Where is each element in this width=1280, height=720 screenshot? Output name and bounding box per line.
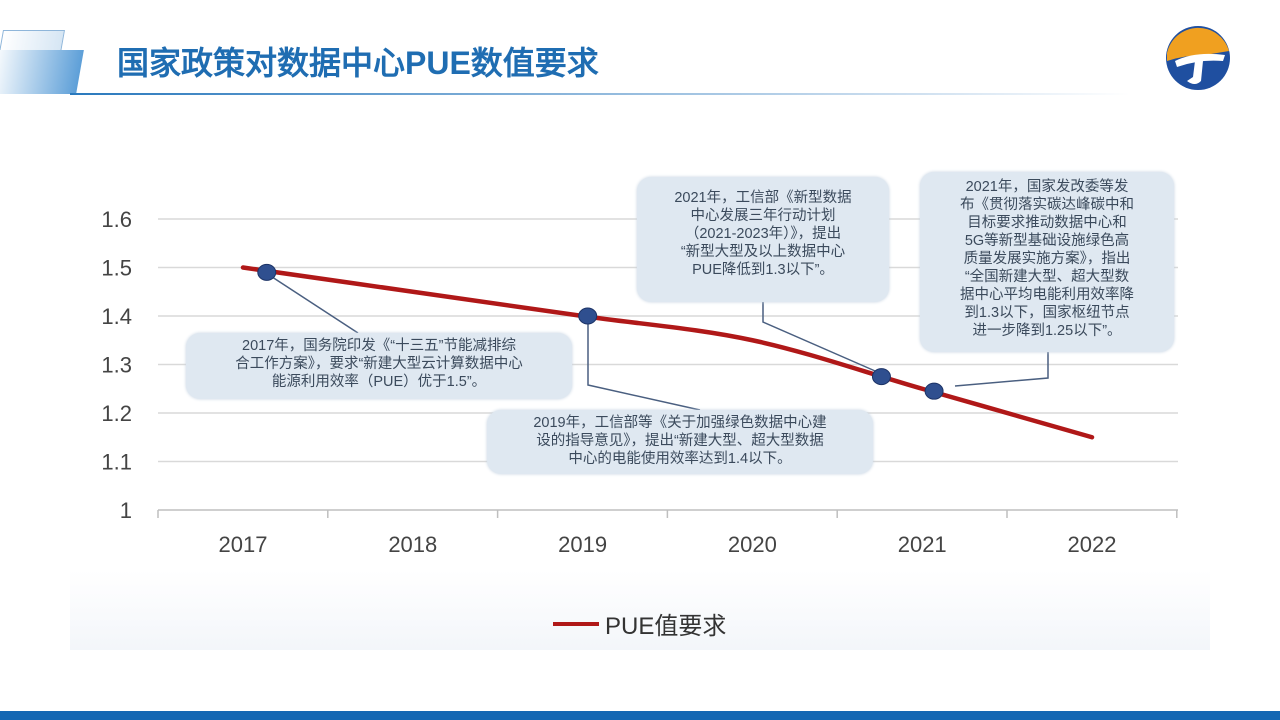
y-tick-label: 1.4	[101, 304, 132, 329]
annotation-line: 中心的电能使用效率达到1.4以下。	[568, 451, 792, 467]
annotation-line: “新型大型及以上数据中心	[680, 244, 846, 260]
data-point-marker	[924, 382, 944, 400]
x-tick-label: 2021	[898, 532, 947, 557]
annotation-line: 据中心平均电能利用效率降	[960, 287, 1134, 303]
y-tick-label: 1	[120, 498, 132, 523]
annotation-2019: 2019年，工信部等《关于加强绿色数据中心建 设的指导意见》，提出“新建大型、超…	[487, 410, 873, 474]
x-tick-label: 2018	[388, 532, 437, 557]
annotation-line: 到1.3以下，国家枢纽节点	[964, 305, 1130, 321]
x-tick-label: 2022	[1068, 532, 1117, 557]
annotation-line: 2017年，国务院印发《“十三五”节能减排综	[242, 338, 516, 354]
annotation-line: 中心发展三年行动计划	[690, 208, 836, 224]
annotation-2021-miit: 2021年，工信部《新型数据 中心发展三年行动计划 （2021-2023年）》，…	[637, 177, 889, 302]
data-point-marker	[578, 307, 598, 325]
annotation-line: 2019年，工信部等《关于加强绿色数据中心建	[533, 415, 827, 431]
x-tick-label: 2017	[219, 532, 268, 557]
company-logo	[1166, 26, 1230, 90]
annotation-2021-ndrc: 2021年，国家发改委等发 布《贯彻落实碳达峰碳中和 目标要求推动数据中心和 5…	[920, 172, 1174, 352]
annotation-line: “全国新建大型、超大型数	[964, 269, 1130, 285]
annotation-line: 目标要求推动数据中心和	[967, 215, 1127, 231]
annotation-line: 质量发展实施方案》，指出	[963, 251, 1131, 267]
y-tick-label: 1.2	[101, 401, 132, 426]
annotation-line: 布《贯彻落实碳达峰碳中和	[960, 197, 1134, 213]
annotation-line: PUE降低到1.3以下”。	[692, 262, 834, 278]
title-divider	[70, 93, 1130, 95]
annotation-line: 2021年，工信部《新型数据	[674, 190, 852, 206]
x-tick-label: 2020	[728, 532, 777, 557]
annotation-line: 设的指导意见》，提出“新建大型、超大型数据	[536, 433, 824, 449]
legend-label: PUE值要求	[605, 613, 727, 640]
chart-background	[70, 570, 1210, 650]
page-title: 国家政策对数据中心PUE数值要求	[117, 45, 599, 81]
data-point-marker	[871, 368, 891, 386]
pue-series-line	[240, 265, 1095, 440]
annotation-connector	[762, 302, 883, 375]
chart-legend: PUE值要求	[553, 606, 726, 641]
y-tick-label: 1.6	[101, 207, 132, 232]
annotation-line: （2021-2023年）》，提出	[684, 226, 842, 242]
annotation-line: 合工作方案》，要求“新建大型云计算数据中心	[235, 356, 523, 372]
annotation-line: 2021年，国家发改委等发	[965, 179, 1129, 195]
annotation-connector	[587, 318, 701, 411]
footer-bar	[0, 711, 1280, 720]
data-point-marker	[257, 263, 277, 281]
y-tick-label: 1.3	[101, 353, 132, 378]
annotation-line: 5G等新型基础设施绿色高	[964, 233, 1130, 249]
annotation-line: 能源利用效率（PUE）优于1.5”。	[271, 374, 487, 390]
annotation-2017: 2017年，国务院印发《“十三五”节能减排综 合工作方案》，要求“新建大型云计算…	[186, 333, 572, 399]
annotation-connector	[954, 352, 1049, 387]
y-tick-label: 1.1	[101, 450, 132, 475]
x-tick-label: 2019	[558, 532, 607, 557]
y-tick-label: 1.5	[101, 256, 132, 281]
annotation-connector	[265, 272, 359, 334]
legend-swatch	[553, 621, 599, 626]
annotation-line: 进一步降到1.25以下”。	[972, 323, 1122, 339]
